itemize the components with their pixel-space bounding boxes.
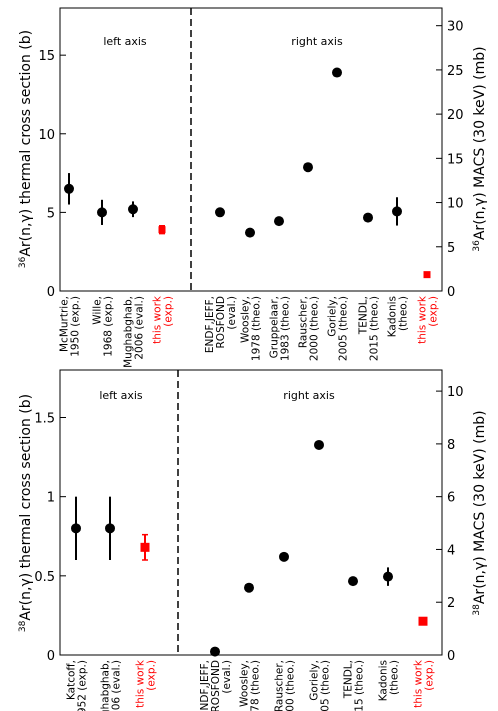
category-label: Mughabghab,2006 (eval.) <box>123 296 146 368</box>
bottom-right-axis-title: 38Ar(n,γ) MACS (30 keV) (mb) <box>472 410 488 615</box>
data-point <box>71 523 81 534</box>
category-label: Katcoff,1952 (exp.) <box>66 660 89 711</box>
top-right-tick-label: 30 <box>447 20 464 35</box>
top-data-points <box>64 67 431 279</box>
data-point <box>363 212 373 223</box>
bottom-right-tick-label: 0 <box>447 649 455 664</box>
category-label: Kadonis(theo.) <box>387 296 410 337</box>
this-work-point <box>140 542 150 552</box>
bottom-left-tick-label: 0.5 <box>34 570 55 585</box>
bottom-right-axis-annotation: right axis <box>283 389 335 402</box>
top-left-tick-label: 15 <box>38 49 55 64</box>
bottom-right-tick-label: 10 <box>447 385 464 400</box>
bottom-right-tick-label: 6 <box>447 491 455 506</box>
top-right-tick-label: 20 <box>447 108 464 123</box>
data-point <box>314 439 324 450</box>
data-point <box>332 67 342 78</box>
category-label: this work(exp.) <box>413 659 436 708</box>
data-point <box>97 207 107 218</box>
category-label: this work(exp.) <box>135 659 158 708</box>
data-point <box>210 646 220 657</box>
top-right-axis-annotation: right axis <box>291 35 343 48</box>
data-point <box>245 227 255 238</box>
top-right-tick-label: 15 <box>447 152 464 167</box>
top-axis-ticks: 0 5 10 15 0 5 10 15 20 25 30 <box>38 20 463 300</box>
bottom-left-tick-label: 1.5 <box>34 412 55 427</box>
bottom-left-tick-label: 0 <box>47 649 55 664</box>
data-point <box>244 582 254 593</box>
category-label: Kadonis(theo.) <box>378 660 401 701</box>
top-right-tick-label: 0 <box>447 285 455 300</box>
bottom-left-tick-label: 1 <box>47 491 55 506</box>
top-left-axis-annotation: left axis <box>103 35 147 48</box>
category-label: Rauscher,2000 (theo.) <box>298 296 321 361</box>
category-label: TENDL,2015 (theo.) <box>358 296 381 361</box>
category-label: TENDL,2015 (theo.) <box>343 660 366 711</box>
bottom-left-axis-annotation: left axis <box>99 389 143 402</box>
data-point <box>105 523 115 534</box>
category-label: Goriely,2005 (theo.) <box>327 296 350 361</box>
category-label: this work(exp.) <box>417 295 440 344</box>
category-label: ENDF,JEFF,ROSFOND(eval.) <box>204 296 238 353</box>
this-work-point <box>158 226 166 234</box>
category-label: Rauscher,2000 (theo.) <box>274 660 297 711</box>
top-category-labels: McMurtrie,1950 (exp.) Wille,1968 (exp.) Mu… <box>59 295 440 368</box>
top-right-tick-label: 5 <box>447 241 455 256</box>
bottom-category-labels: Katcoff,1952 (exp.) Mughabghab,2006 (eval… <box>66 659 436 711</box>
category-label: Goriely,2005 (theo.) <box>309 660 332 711</box>
bottom-axis-ticks: 0 0.5 1 1.5 0 2 4 6 8 10 <box>34 385 463 664</box>
bottom-right-tick-label: 8 <box>447 438 455 453</box>
top-plot-frame <box>59 7 443 292</box>
category-label: Wille,1968 (exp.) <box>92 296 115 357</box>
top-right-tick-label: 25 <box>447 64 464 79</box>
this-work-point <box>423 271 431 279</box>
bottom-right-tick-label: 2 <box>447 596 455 611</box>
data-point <box>274 216 284 227</box>
bottom-data-points <box>71 439 428 657</box>
top-left-axis-title: 36Ar(n,γ) thermal cross section (b) <box>18 30 34 268</box>
data-point <box>64 183 74 194</box>
bottom-chart-panel: left axis right axis 0 0.5 1 1.5 0 2 4 6 8 10 Kat… <box>18 369 488 711</box>
this-work-point <box>418 616 428 626</box>
data-point <box>215 207 225 218</box>
top-right-axis-title: 36Ar(n,γ) MACS (30 keV) (mb) <box>472 46 488 251</box>
category-label: Mughabghab,2006 (eval.) <box>100 660 123 711</box>
data-point <box>303 162 313 173</box>
top-left-tick-label: 0 <box>47 285 55 300</box>
top-right-tick-label: 10 <box>447 197 464 212</box>
top-chart-panel: left axis right axis 051015051015202530 … <box>18 7 488 368</box>
top-left-tick-label: 10 <box>38 128 55 143</box>
category-label: Woosley,1978 (theo.) <box>239 660 262 711</box>
bottom-plot-frame <box>59 369 443 656</box>
data-point <box>279 551 289 562</box>
data-point <box>392 206 402 217</box>
data-point <box>348 576 358 587</box>
data-point <box>383 571 393 582</box>
category-label: McMurtrie,1950 (exp.) <box>59 296 82 357</box>
top-left-tick-label: 5 <box>47 206 55 221</box>
category-label: Gruppelaar,1983 (theo.) <box>269 296 292 361</box>
category-label: this work(exp.) <box>152 295 175 344</box>
category-label: ENDF,JEFF,ROSFOND(eval.) <box>199 660 233 711</box>
bottom-right-tick-label: 4 <box>447 543 455 558</box>
bottom-left-axis-title: 38Ar(n,γ) thermal cross section (b) <box>18 394 34 632</box>
data-point <box>128 204 138 215</box>
category-label: Woosley,1978 (theo.) <box>240 296 263 361</box>
